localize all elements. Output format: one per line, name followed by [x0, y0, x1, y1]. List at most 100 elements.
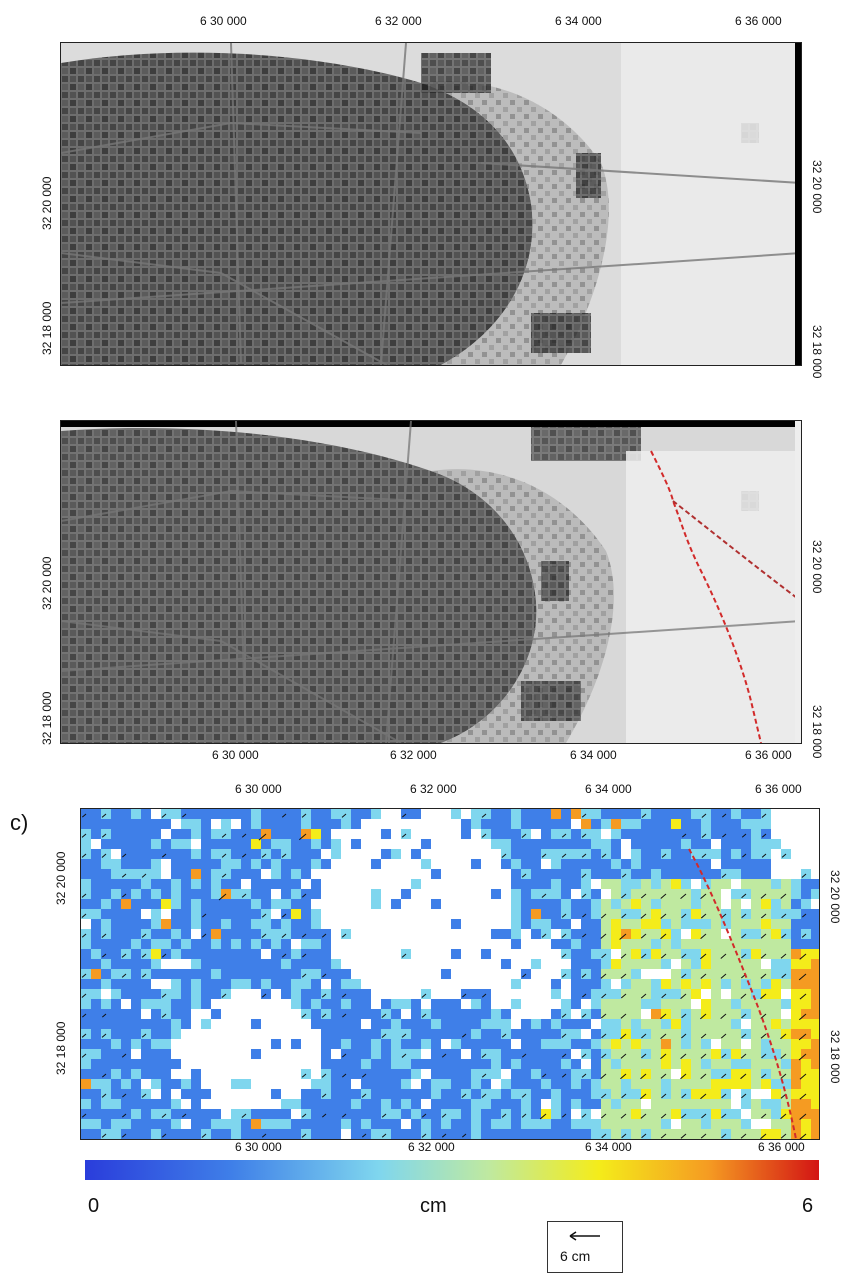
displacement-cell [591, 1049, 601, 1059]
displacement-cell [101, 839, 111, 849]
displacement-cell [501, 1089, 511, 1099]
panel-a-xtick-2: 6 32 000 [375, 14, 422, 28]
displacement-cell [651, 929, 661, 939]
displacement-cell [151, 819, 161, 829]
displacement-cell [321, 1039, 331, 1049]
displacement-cell [251, 909, 261, 919]
displacement-cell [501, 819, 511, 829]
displacement-cell [131, 859, 141, 869]
displacement-vector [542, 1073, 547, 1078]
displacement-cell [711, 999, 721, 1009]
displacement-vector [581, 1113, 587, 1118]
displacement-cell [141, 919, 151, 929]
displacement-cell [511, 839, 521, 849]
displacement-cell [211, 839, 221, 849]
displacement-cell [251, 959, 261, 969]
displacement-cell [781, 879, 791, 889]
displacement-cell [131, 1009, 141, 1019]
displacement-cell [391, 899, 401, 909]
displacement-cell [491, 829, 501, 839]
displacement-cell [731, 1109, 741, 1119]
displacement-cell [691, 1099, 701, 1109]
panel-c-xtick-top-2: 6 32 000 [410, 782, 457, 796]
displacement-cell [371, 1059, 381, 1069]
displacement-cell [511, 1089, 521, 1099]
displacement-cell [561, 1059, 571, 1069]
displacement-vector [681, 973, 687, 979]
displacement-cell [721, 819, 731, 829]
displacement-vector [301, 1133, 307, 1138]
displacement-cell [291, 1039, 301, 1049]
displacement-vector [721, 1093, 727, 1099]
displacement-vector [600, 1073, 607, 1079]
displacement-cell [241, 929, 251, 939]
displacement-cell [121, 1029, 131, 1039]
displacement-vector [501, 853, 507, 858]
displacement-cell [641, 919, 651, 929]
displacement-cell [621, 829, 631, 839]
displacement-cell [371, 1049, 381, 1059]
displacement-cell [341, 1029, 351, 1039]
displacement-cell [651, 999, 661, 1009]
displacement-vector [621, 1093, 627, 1099]
displacement-cell [451, 1079, 461, 1089]
displacement-cell [361, 1109, 371, 1119]
displacement-cell [171, 1099, 181, 1109]
displacement-cell [451, 1039, 461, 1049]
displacement-vector [341, 993, 347, 998]
displacement-cell [271, 949, 281, 959]
displacement-vector [601, 853, 607, 858]
displacement-cell [701, 1079, 711, 1089]
displacement-cell [551, 819, 561, 829]
displacement-vector [321, 1093, 327, 1098]
displacement-cell [311, 989, 321, 999]
displacement-vector [601, 1133, 607, 1139]
displacement-cell [101, 909, 111, 919]
displacement-cell [91, 909, 101, 919]
displacement-cell [611, 919, 621, 929]
displacement-cell [641, 939, 651, 949]
displacement-vector [261, 853, 267, 858]
displacement-cell [121, 1039, 131, 1049]
displacement-cell [311, 969, 321, 979]
displacement-cell [661, 999, 671, 1009]
displacement-cell [751, 889, 761, 899]
displacement-cell [471, 989, 481, 999]
displacement-cell [671, 979, 681, 989]
displacement-cell [761, 919, 771, 929]
displacement-cell [691, 1129, 701, 1139]
displacement-cell [251, 979, 261, 989]
displacement-cell [581, 939, 591, 949]
displacement-cell [101, 959, 111, 969]
displacement-cell [201, 819, 211, 829]
displacement-cell [571, 1069, 581, 1079]
displacement-cell [421, 1029, 431, 1039]
displacement-cell [801, 1039, 811, 1049]
colorbar [85, 1160, 819, 1180]
displacement-vector [640, 893, 647, 899]
displacement-cell [611, 909, 621, 919]
displacement-cell [671, 839, 681, 849]
displacement-cell [761, 1019, 771, 1029]
displacement-vector [481, 993, 487, 998]
displacement-cell [751, 1099, 761, 1109]
displacement-vector [401, 1033, 407, 1038]
displacement-cell [131, 1029, 141, 1039]
displacement-cell [431, 1009, 441, 1019]
displacement-cell [651, 1059, 661, 1069]
displacement-cell [131, 869, 141, 879]
displacement-cell [731, 1059, 741, 1069]
displacement-cell [751, 929, 761, 939]
displacement-cell [631, 989, 641, 999]
displacement-cell [381, 1039, 391, 1049]
displacement-cell [541, 809, 551, 819]
displacement-cell [111, 1109, 121, 1119]
displacement-cell [621, 809, 631, 819]
displacement-vector [341, 933, 347, 938]
displacement-cell [561, 899, 571, 909]
displacement-cell [101, 1049, 111, 1059]
displacement-vector [660, 1133, 667, 1139]
displacement-vector [401, 833, 407, 838]
displacement-cell [711, 829, 721, 839]
displacement-cell [361, 1039, 371, 1049]
